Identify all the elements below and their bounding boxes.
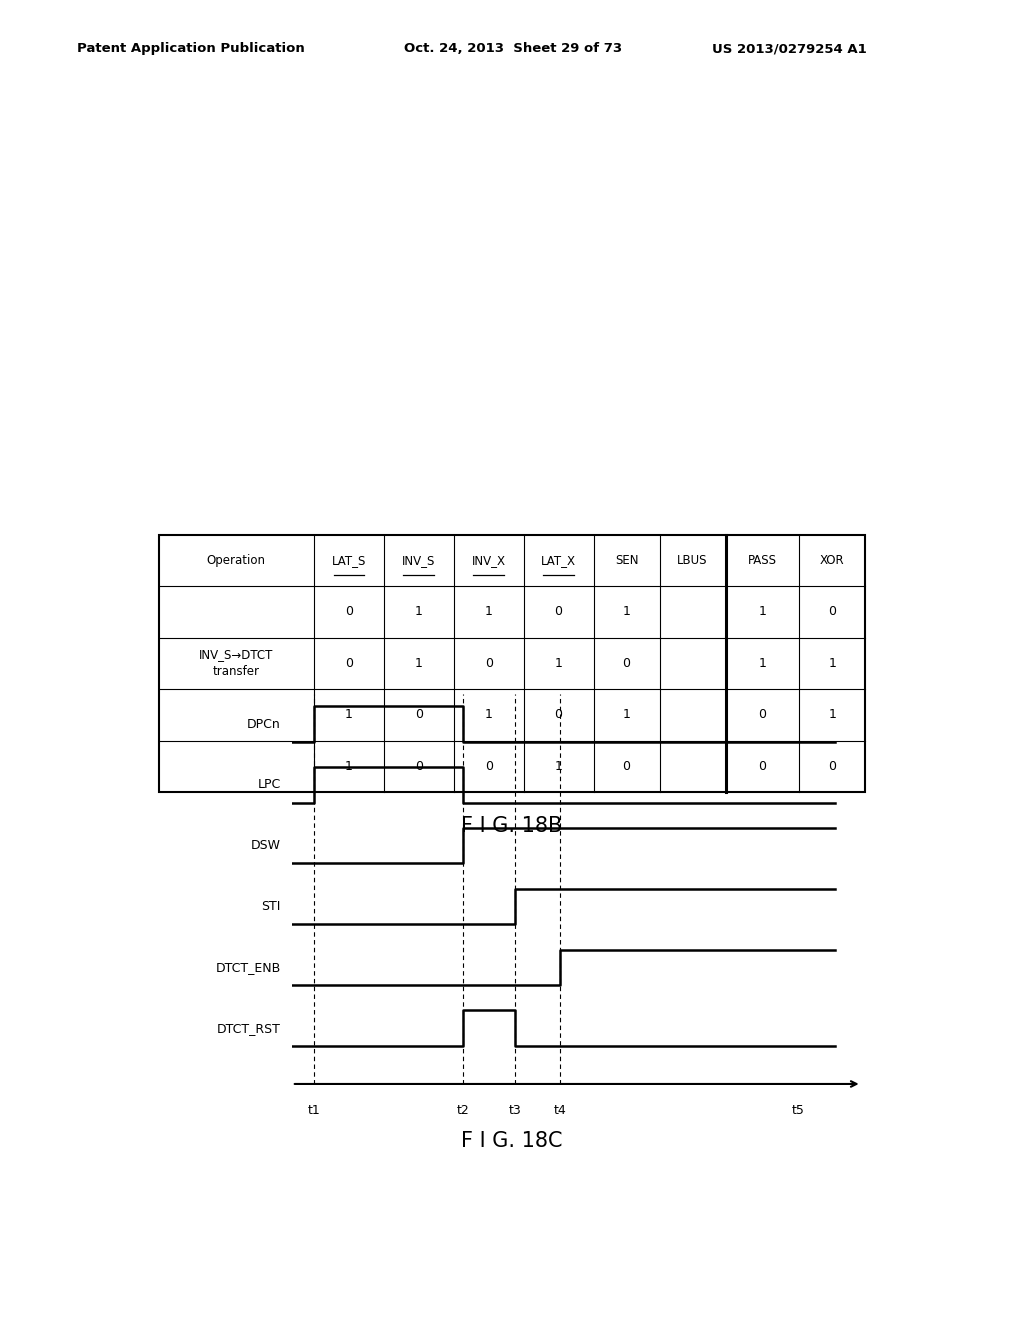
Text: DPCn: DPCn [247,718,281,730]
Text: 0: 0 [555,709,562,721]
Text: F I G. 18C: F I G. 18C [461,1131,563,1151]
Text: 1: 1 [828,709,837,721]
Text: F I G. 18B: F I G. 18B [462,816,562,836]
Text: 0: 0 [484,657,493,669]
Text: 1: 1 [555,760,562,772]
Bar [159,535,865,792]
Text: Operation: Operation [207,554,266,566]
Text: 1: 1 [759,657,766,669]
Text: LAT_X: LAT_X [541,554,577,566]
Text: Oct. 24, 2013  Sheet 29 of 73: Oct. 24, 2013 Sheet 29 of 73 [404,42,623,55]
Text: 1: 1 [415,657,423,669]
Text: LPC: LPC [257,779,281,792]
Text: DTCT_ENB: DTCT_ENB [215,961,281,974]
Text: 0: 0 [623,657,631,669]
Text: t3: t3 [509,1104,521,1117]
Text: 1: 1 [484,709,493,721]
Text: STI: STI [261,900,281,913]
Text: DTCT_RST: DTCT_RST [217,1022,281,1035]
Text: INV_X: INV_X [472,554,506,566]
Text: 1: 1 [345,709,353,721]
Text: LBUS: LBUS [677,554,708,566]
Text: 0: 0 [345,606,353,618]
Text: 0: 0 [484,760,493,772]
Text: 0: 0 [623,760,631,772]
Text: INV_S→DTCT
transfer: INV_S→DTCT transfer [200,648,273,678]
Text: t2: t2 [457,1104,469,1117]
Text: 0: 0 [415,709,423,721]
Text: t5: t5 [792,1104,805,1117]
Text: 0: 0 [759,709,766,721]
Text: 1: 1 [623,606,631,618]
Text: Patent Application Publication: Patent Application Publication [77,42,304,55]
Text: t4: t4 [554,1104,566,1117]
Text: 0: 0 [828,606,837,618]
Text: 1: 1 [555,657,562,669]
Text: INV_S: INV_S [402,554,435,566]
Text: 1: 1 [623,709,631,721]
Text: SEN: SEN [614,554,638,566]
Text: 1: 1 [828,657,837,669]
Text: PASS: PASS [748,554,777,566]
Text: US 2013/0279254 A1: US 2013/0279254 A1 [712,42,866,55]
Text: 1: 1 [345,760,353,772]
Text: 1: 1 [484,606,493,618]
Text: 1: 1 [759,606,766,618]
Text: XOR: XOR [820,554,845,566]
Text: 0: 0 [759,760,766,772]
Text: 0: 0 [828,760,837,772]
Text: 1: 1 [415,606,423,618]
Text: 0: 0 [415,760,423,772]
Text: DSW: DSW [251,840,281,853]
Text: 0: 0 [345,657,353,669]
Text: t1: t1 [308,1104,321,1117]
Text: LAT_S: LAT_S [332,554,367,566]
Text: 0: 0 [555,606,562,618]
